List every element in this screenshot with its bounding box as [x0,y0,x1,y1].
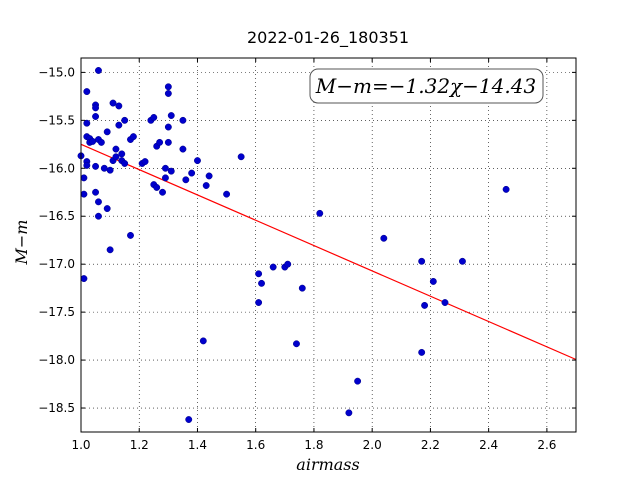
fit-equation: M−m=−1.32χ−14.43 [315,74,536,98]
x-tick-label: 1.4 [188,438,207,452]
data-point [80,275,88,283]
x-tick-label: 1.6 [246,438,265,452]
data-point [92,188,100,196]
y-tick-label: −17.0 [38,257,75,271]
data-point [458,257,466,265]
y-tick-label: −16.0 [38,161,75,175]
data-point [127,231,134,239]
data-point [95,67,102,74]
y-tick-label: −17.5 [38,305,75,319]
data-point [298,284,306,292]
data-point [118,150,126,158]
data-point [103,205,111,213]
data-point [164,123,172,131]
data-point [421,301,429,309]
data-point [255,299,263,306]
data-point [237,153,245,161]
data-point [89,137,97,145]
data-point [80,190,88,198]
data-point [115,102,123,110]
chart-title: 2022-01-26_180351 [247,28,409,48]
plot-frame [80,57,577,433]
data-point [345,409,353,417]
data-point [354,377,362,385]
data-point [284,260,292,268]
data-point [164,83,172,91]
x-tick-label: 2.2 [421,438,440,452]
data-point [121,160,129,167]
x-tick-label: 2.4 [479,438,498,452]
data-point [179,116,187,124]
data-point [188,169,196,177]
data-point [161,164,169,172]
data-point [164,138,172,146]
data-point [92,162,100,170]
data-point [161,174,169,182]
data-point [95,198,102,206]
y-tick-label: −18.5 [38,401,75,415]
data-point [80,174,88,182]
points-layer [77,67,510,423]
data-point [109,99,117,107]
x-tick-label: 1.2 [130,438,149,452]
x-axis-label: airmass [296,455,359,474]
data-point [223,190,231,198]
data-point [316,209,324,217]
data-point [83,119,91,127]
data-point [97,138,105,146]
data-point [502,185,510,193]
data-point [156,138,164,146]
data-point [106,166,114,174]
data-point [103,128,111,136]
data-point [202,182,210,189]
x-tick-label: 1.0 [71,438,90,452]
ticks-layer: 1.0 1.2 1.4 1.6 1.8 2.0 2.2 2.4 2.6 −15.0 −15.5 −16… [38,58,576,452]
data-point [182,176,190,184]
data-point [164,90,172,97]
data-point [429,277,437,285]
data-point [258,279,265,287]
y-tick-label: −18.0 [38,353,75,367]
data-point [92,104,100,112]
data-point [95,212,102,220]
data-point [106,246,114,254]
x-tick-label: 2.0 [363,438,382,452]
data-point [112,145,120,153]
data-point [441,299,449,306]
data-point [153,184,161,191]
data-point [92,113,100,120]
data-point [115,121,123,129]
data-point [255,270,263,278]
y-tick-label: −16.5 [38,209,75,223]
data-point [380,234,388,242]
data-point [418,257,426,265]
data-point [100,164,108,172]
data-point [194,157,201,165]
data-point [141,158,149,166]
data-point [83,88,91,96]
x-tick-label: 1.8 [304,438,323,452]
data-point [167,167,175,175]
data-point [205,172,213,180]
data-point [121,116,129,124]
data-point [159,188,166,196]
x-tick-label: 2.6 [537,438,556,452]
y-tick-label: −15.0 [38,65,75,79]
data-point [179,145,187,153]
data-point [83,161,91,169]
y-tick-label: −15.5 [38,113,75,127]
data-point [418,348,426,356]
y-axis-label: M−m [12,220,31,266]
data-point [167,112,175,119]
data-point [150,114,158,121]
data-point [293,340,300,348]
data-point [112,153,120,161]
data-point [199,337,207,345]
fit-legend-box: M−m=−1.32χ−14.43 [309,68,544,104]
data-point [269,263,277,271]
data-point [185,416,193,423]
data-point [129,133,137,141]
